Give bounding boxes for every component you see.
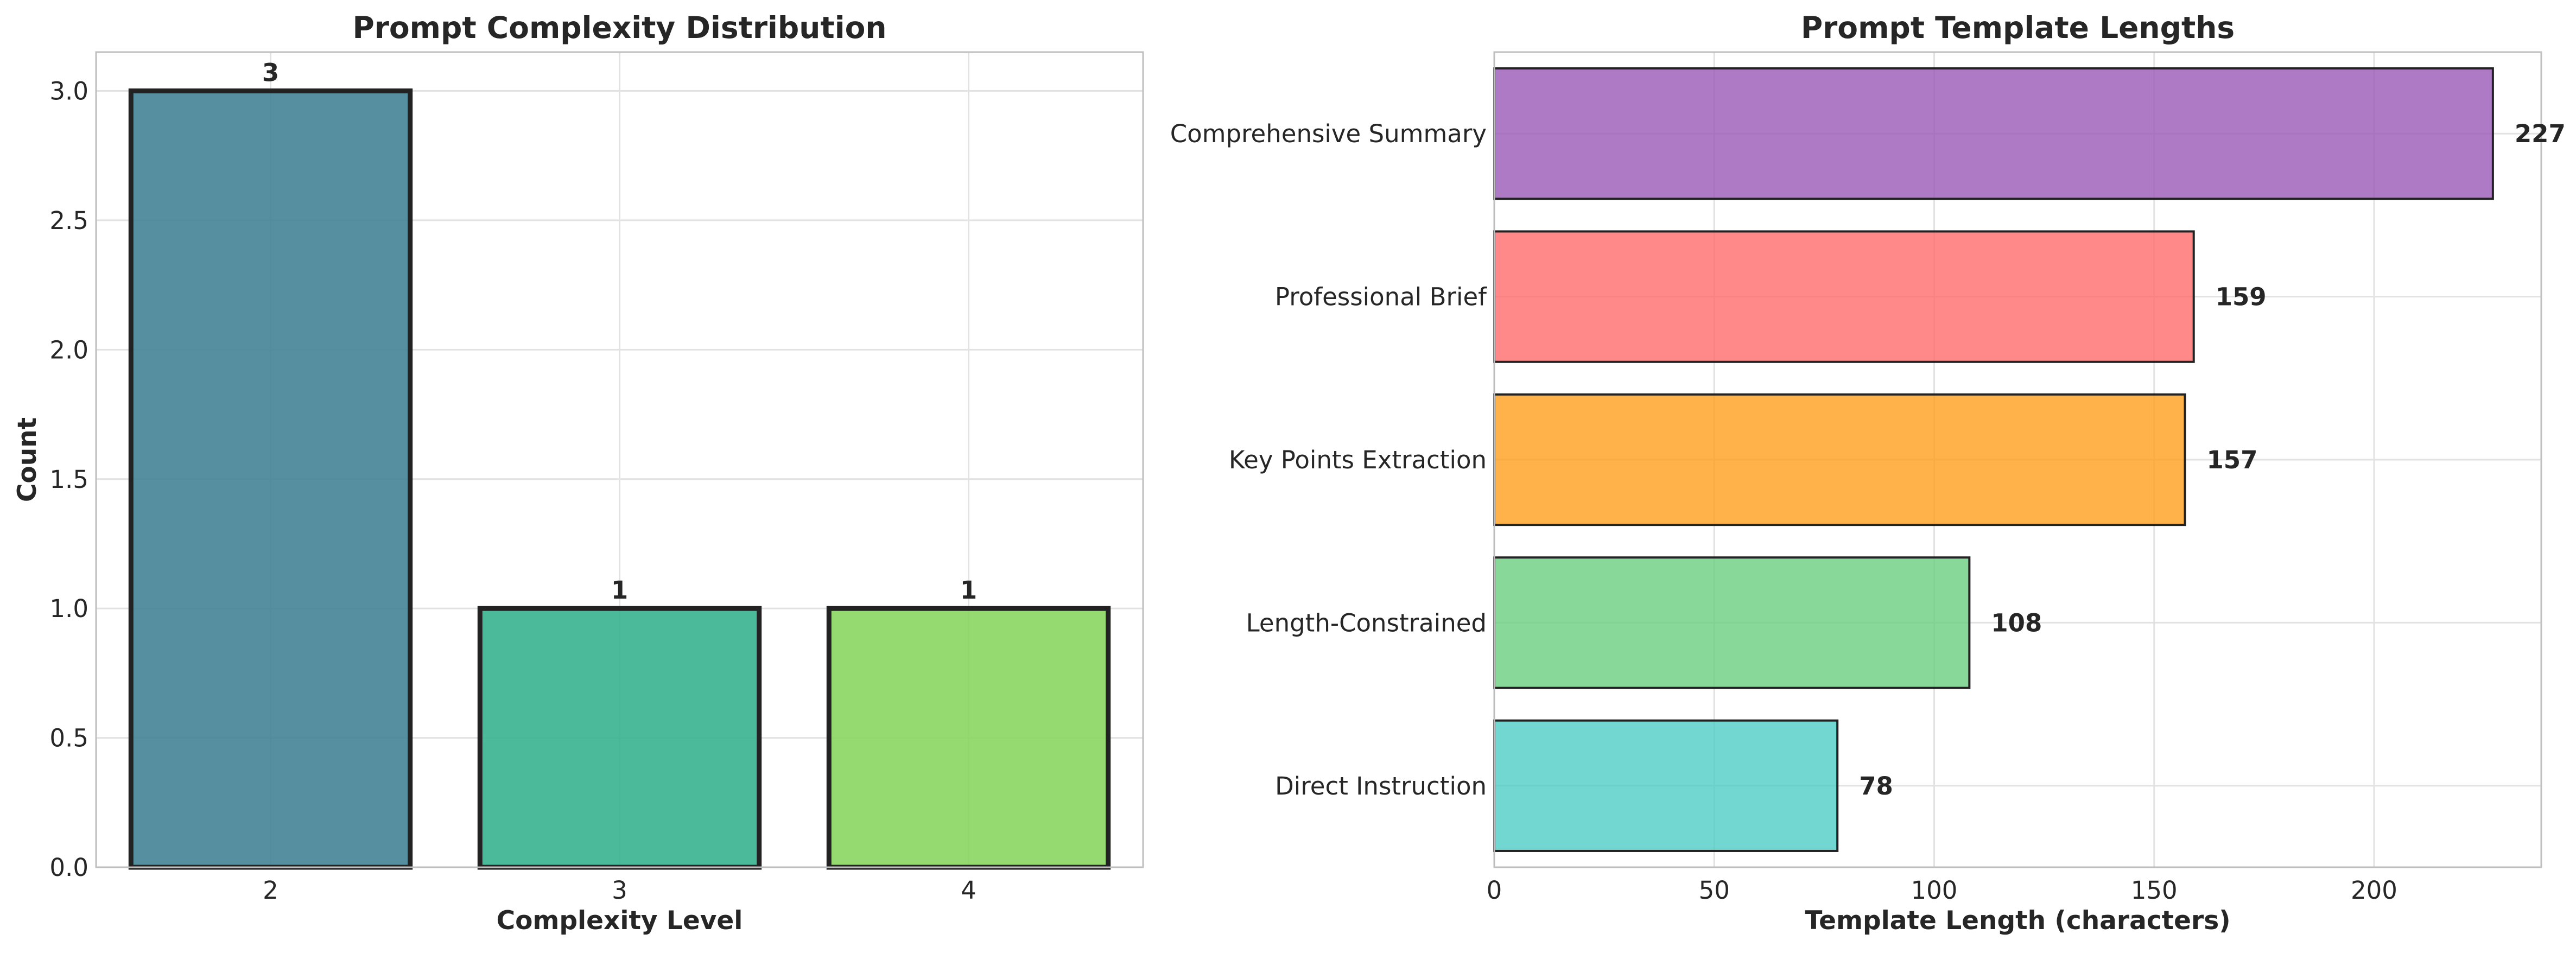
left-y-tick-label: 0.0 bbox=[49, 853, 88, 882]
template-lengths-chart: Direct Instruction Length-Constrained Key … bbox=[1170, 10, 2566, 936]
left-y-tick-label: 1.5 bbox=[49, 465, 88, 494]
left-data-labels: 3 1 1 bbox=[262, 59, 977, 605]
left-x-tick-label: 3 bbox=[612, 876, 627, 905]
right-x-tick-label: 0 bbox=[1487, 876, 1502, 905]
left-plot-frame bbox=[95, 51, 1144, 868]
right-y-tick-label: Direct Instruction bbox=[1275, 772, 1487, 800]
right-y-tick-label: Key Points Extraction bbox=[1229, 446, 1487, 474]
right-value-label: 108 bbox=[1991, 608, 2042, 637]
left-y-axis-label: Count bbox=[12, 417, 42, 502]
left-x-tick-label: 2 bbox=[263, 876, 278, 905]
right-value-label: 157 bbox=[2206, 446, 2257, 474]
left-y-tick-label: 0.5 bbox=[49, 724, 88, 753]
left-x-ticks: 2 3 4 bbox=[263, 876, 976, 905]
right-value-label: 78 bbox=[1859, 772, 1893, 800]
right-x-ticks: 0 50 100 150 200 bbox=[1487, 876, 2397, 905]
right-data-labels: 78 108 157 159 227 bbox=[1859, 119, 2566, 800]
right-x-tick-label: 50 bbox=[1699, 876, 1730, 905]
left-y-tick-label: 1.0 bbox=[49, 594, 88, 623]
right-y-tick-label: Length-Constrained bbox=[1246, 608, 1487, 637]
left-value-label: 3 bbox=[262, 59, 279, 87]
right-x-axis-label: Template Length (characters) bbox=[1805, 906, 2230, 936]
left-chart-title: Prompt Complexity Distribution bbox=[352, 10, 886, 45]
left-value-label: 1 bbox=[611, 576, 628, 605]
right-y-tick-label: Comprehensive Summary bbox=[1170, 119, 1487, 148]
right-bar-key-points-extraction bbox=[1493, 393, 2186, 526]
right-y-tick-label: Professional Brief bbox=[1275, 283, 1487, 312]
left-value-label: 1 bbox=[960, 576, 977, 605]
left-y-tick-label: 2.0 bbox=[49, 335, 88, 364]
left-x-tick-label: 4 bbox=[961, 876, 976, 905]
right-x-tick-label: 100 bbox=[1911, 876, 1958, 905]
right-chart-title: Prompt Template Lengths bbox=[1801, 10, 2235, 45]
right-plot-frame bbox=[1493, 51, 2542, 868]
left-bar-2 bbox=[128, 88, 413, 870]
left-y-ticks: 0.0 0.5 1.0 1.5 2.0 2.5 3.0 bbox=[49, 77, 88, 882]
right-bars bbox=[1493, 67, 2494, 852]
right-bar-direct-instruction bbox=[1493, 719, 1839, 852]
right-bar-length-constrained bbox=[1493, 556, 1971, 689]
right-bar-comprehensive-summary bbox=[1493, 67, 2494, 200]
right-value-label: 227 bbox=[2515, 119, 2566, 148]
right-y-ticks: Direct Instruction Length-Constrained Key … bbox=[1170, 119, 1487, 800]
right-bar-professional-brief bbox=[1493, 230, 2195, 363]
left-x-axis-label: Complexity Level bbox=[497, 906, 743, 936]
complexity-distribution-chart: 0.0 0.5 1.0 1.5 2.0 2.5 3.0 2 3 4 3 1 1 Prompt Com… bbox=[12, 10, 1144, 936]
left-y-tick-label: 3.0 bbox=[49, 77, 88, 106]
left-bar-3 bbox=[477, 606, 762, 870]
right-value-label: 159 bbox=[2216, 283, 2267, 312]
left-y-tick-label: 2.5 bbox=[49, 206, 88, 235]
left-bar-4 bbox=[826, 606, 1111, 870]
right-x-tick-label: 200 bbox=[2351, 876, 2397, 905]
right-x-tick-label: 150 bbox=[2131, 876, 2178, 905]
